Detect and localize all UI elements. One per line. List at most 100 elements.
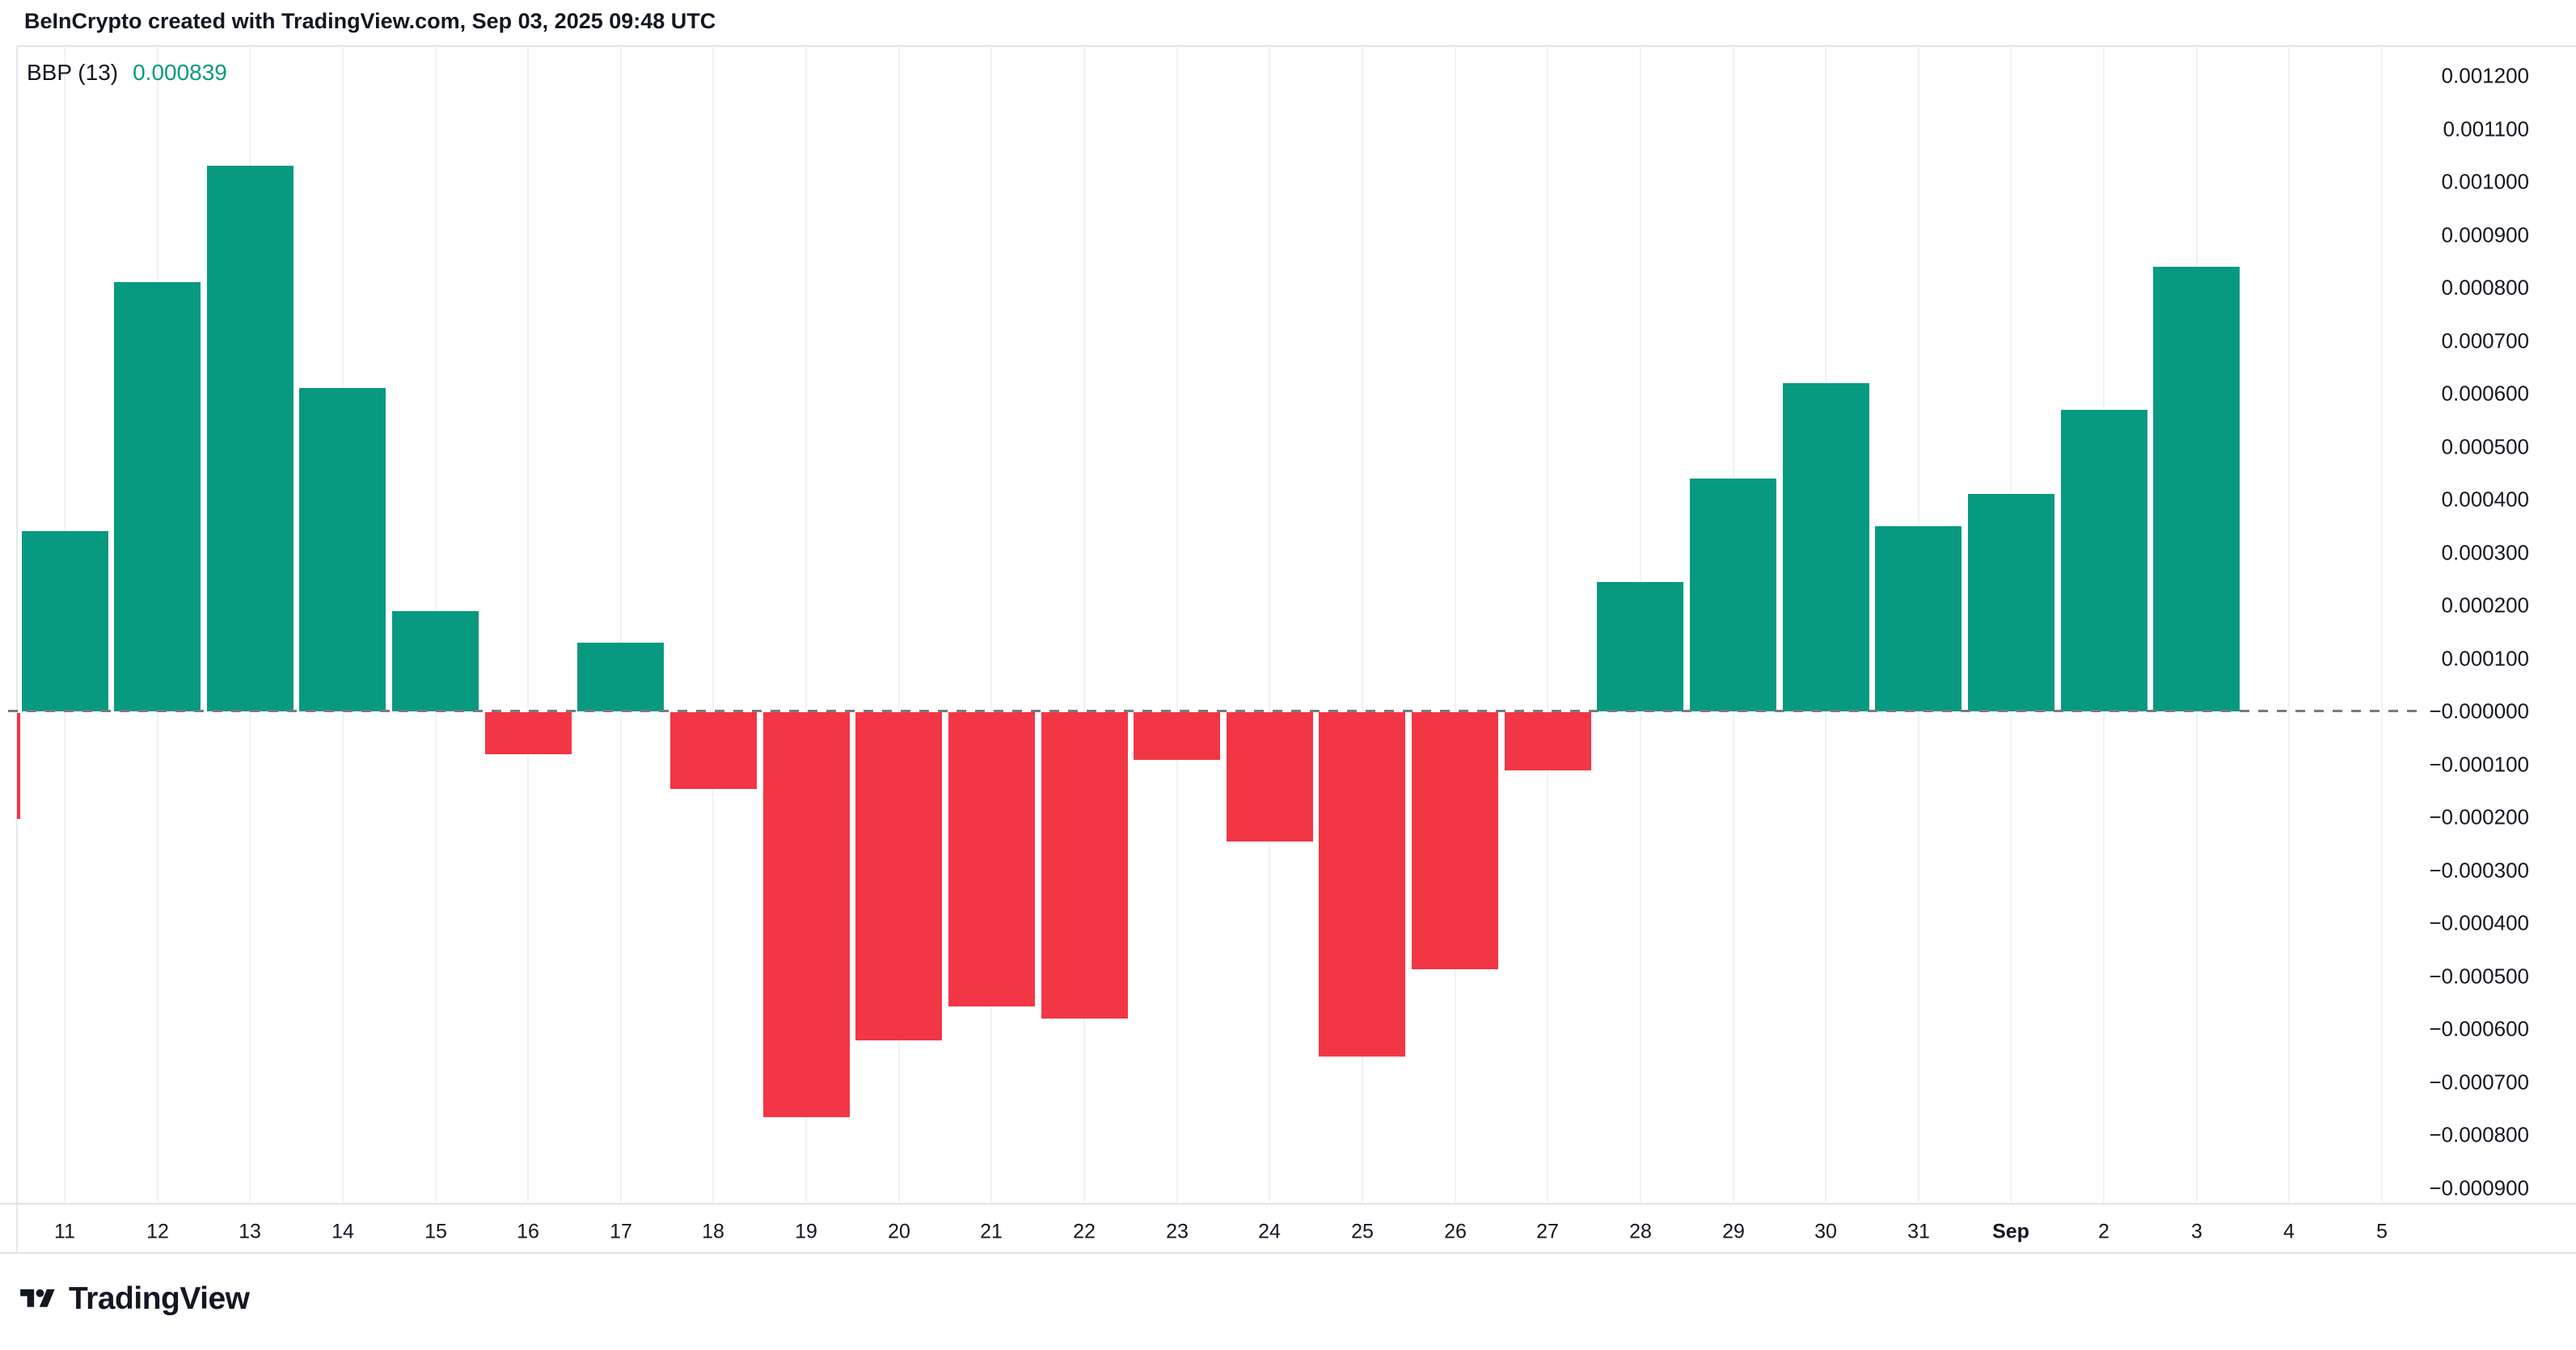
time-tick-label: 11 [54,1220,75,1243]
pane-left-divider [16,45,18,1252]
time-tick-label: 13 [239,1220,261,1243]
tradingview-logo-icon [20,1289,55,1307]
bbp-bar-negative[interactable] [855,712,942,1040]
bbp-bar-positive[interactable] [22,531,108,711]
bbp-bar-positive[interactable] [1968,494,2054,711]
time-tick-label: 20 [888,1220,910,1243]
gridline [990,46,993,1202]
price-tick-label: 0.000100 [2441,646,2529,671]
time-tick-label: 24 [1258,1220,1281,1243]
gridline [1547,46,1549,1202]
indicator-label: BBP (13) [27,60,119,85]
gridline [712,46,715,1202]
time-tick-label: 2 [2098,1220,2109,1243]
zero-line [8,710,2422,712]
price-tick-label: 0.001100 [2443,116,2529,141]
bbp-bar-negative[interactable] [1134,712,1220,760]
bbp-bar-positive[interactable] [2061,410,2147,711]
time-tick-label: 14 [332,1220,354,1243]
time-tick-label: 29 [1722,1220,1745,1243]
gridline [619,46,622,1202]
gridline [2288,46,2291,1202]
gridline [527,46,530,1202]
time-tick-label: 26 [1444,1220,1467,1243]
price-tick-label: −0.000300 [2429,858,2529,883]
time-tick-label: 15 [424,1220,447,1243]
time-tick-label: 28 [1629,1220,1652,1243]
price-tick-label: −0.000500 [2429,964,2529,989]
price-tick-label: 0.000600 [2441,381,2529,406]
time-axis[interactable]: 11 12 13 14 15 16 17 18 19 20 21 22 23 24 25 26 27 28 29 30… [0,1204,2576,1252]
time-tick-label: 16 [517,1220,539,1243]
bbp-bar-positive[interactable] [299,388,386,711]
gridline [1269,46,1271,1202]
gridline [1176,46,1178,1202]
gridline [1083,46,1086,1202]
tradingview-logo[interactable]: TradingView [20,1281,250,1317]
bbp-bar-negative[interactable] [1227,712,1313,842]
time-tick-label: 22 [1073,1220,1096,1243]
bbp-bar-negative[interactable] [1041,712,1128,1019]
price-axis[interactable]: 0.001200 0.001100 0.001000 0.000900 0.000800… [2422,45,2576,1203]
time-tick-label: 23 [1166,1220,1189,1243]
gridline [1454,46,1456,1202]
time-tick-label: 27 [1536,1220,1559,1243]
gridline [805,46,808,1202]
price-tick-label: −0.000700 [2429,1069,2529,1095]
clipped-bar-edge [17,713,20,819]
price-tick-label: −0.000200 [2429,804,2529,829]
bbp-bar-negative[interactable] [763,712,850,1117]
price-tick-label: 0.000900 [2441,222,2529,247]
bbp-bar-positive[interactable] [1597,582,1683,711]
chart-pane[interactable] [0,45,2576,1203]
bbp-bar-negative[interactable] [670,712,757,789]
price-tick-label: −0.000100 [2429,752,2529,777]
time-tick-label: 4 [2283,1220,2295,1243]
time-tick-label: 5 [2376,1220,2388,1243]
time-tick-label: 12 [146,1220,169,1243]
price-tick-label: −0.000600 [2429,1016,2529,1041]
price-tick-label: 0.000700 [2441,328,2529,353]
time-tick-label: Sep [1992,1220,2029,1243]
bbp-bar-positive[interactable] [1690,479,1776,711]
gridline [897,46,900,1202]
price-tick-label: −0.000800 [2429,1122,2529,1147]
time-tick-label: 31 [1907,1220,1930,1243]
price-tick-label: −0.000400 [2429,910,2529,935]
time-tick-label: 3 [2191,1220,2202,1243]
gridline [2381,46,2383,1202]
bbp-bar-positive[interactable] [1875,526,1962,711]
time-tick-label: 17 [610,1220,632,1243]
bbp-bar-negative[interactable] [1412,712,1498,969]
bbp-bar-positive[interactable] [207,166,293,711]
chart-watermark-title: BeInCrypto created with TradingView.com,… [24,9,716,33]
price-tick-label: 0.000200 [2441,593,2529,618]
time-tick-label: 19 [795,1220,817,1243]
price-tick-label: 0.001000 [2441,169,2529,194]
price-tick-label: 0.000300 [2441,540,2529,565]
gridline [1361,46,1363,1202]
bbp-bar-negative[interactable] [1319,712,1405,1057]
bbp-bar-positive[interactable] [1783,383,1869,711]
price-tick-label: 0.000400 [2441,487,2529,512]
bbp-bar-positive[interactable] [114,282,201,711]
time-axis-divider [0,1203,2576,1204]
time-tick-label: 30 [1814,1220,1837,1243]
price-tick-label: 0.000500 [2441,434,2529,459]
bbp-bar-negative[interactable] [485,712,572,754]
bbp-bar-negative[interactable] [1505,712,1591,770]
bbp-bar-negative[interactable] [948,712,1035,1006]
price-tick-label: 0.001200 [2441,63,2529,88]
bbp-bar-positive[interactable] [2153,267,2240,711]
pane-top-divider [16,45,2576,47]
time-tick-label: 18 [702,1220,724,1243]
bbp-bar-positive[interactable] [392,611,479,711]
tradingview-logo-text: TradingView [69,1281,250,1316]
indicator-legend[interactable]: BBP (13) 0.000839 [27,60,227,86]
time-tick-label: 21 [980,1220,1003,1243]
price-tick-label: −0.000000 [2429,698,2529,724]
indicator-value: 0.000839 [133,60,227,85]
bbp-bar-positive[interactable] [577,643,664,711]
price-tick-label: 0.000800 [2441,275,2529,300]
